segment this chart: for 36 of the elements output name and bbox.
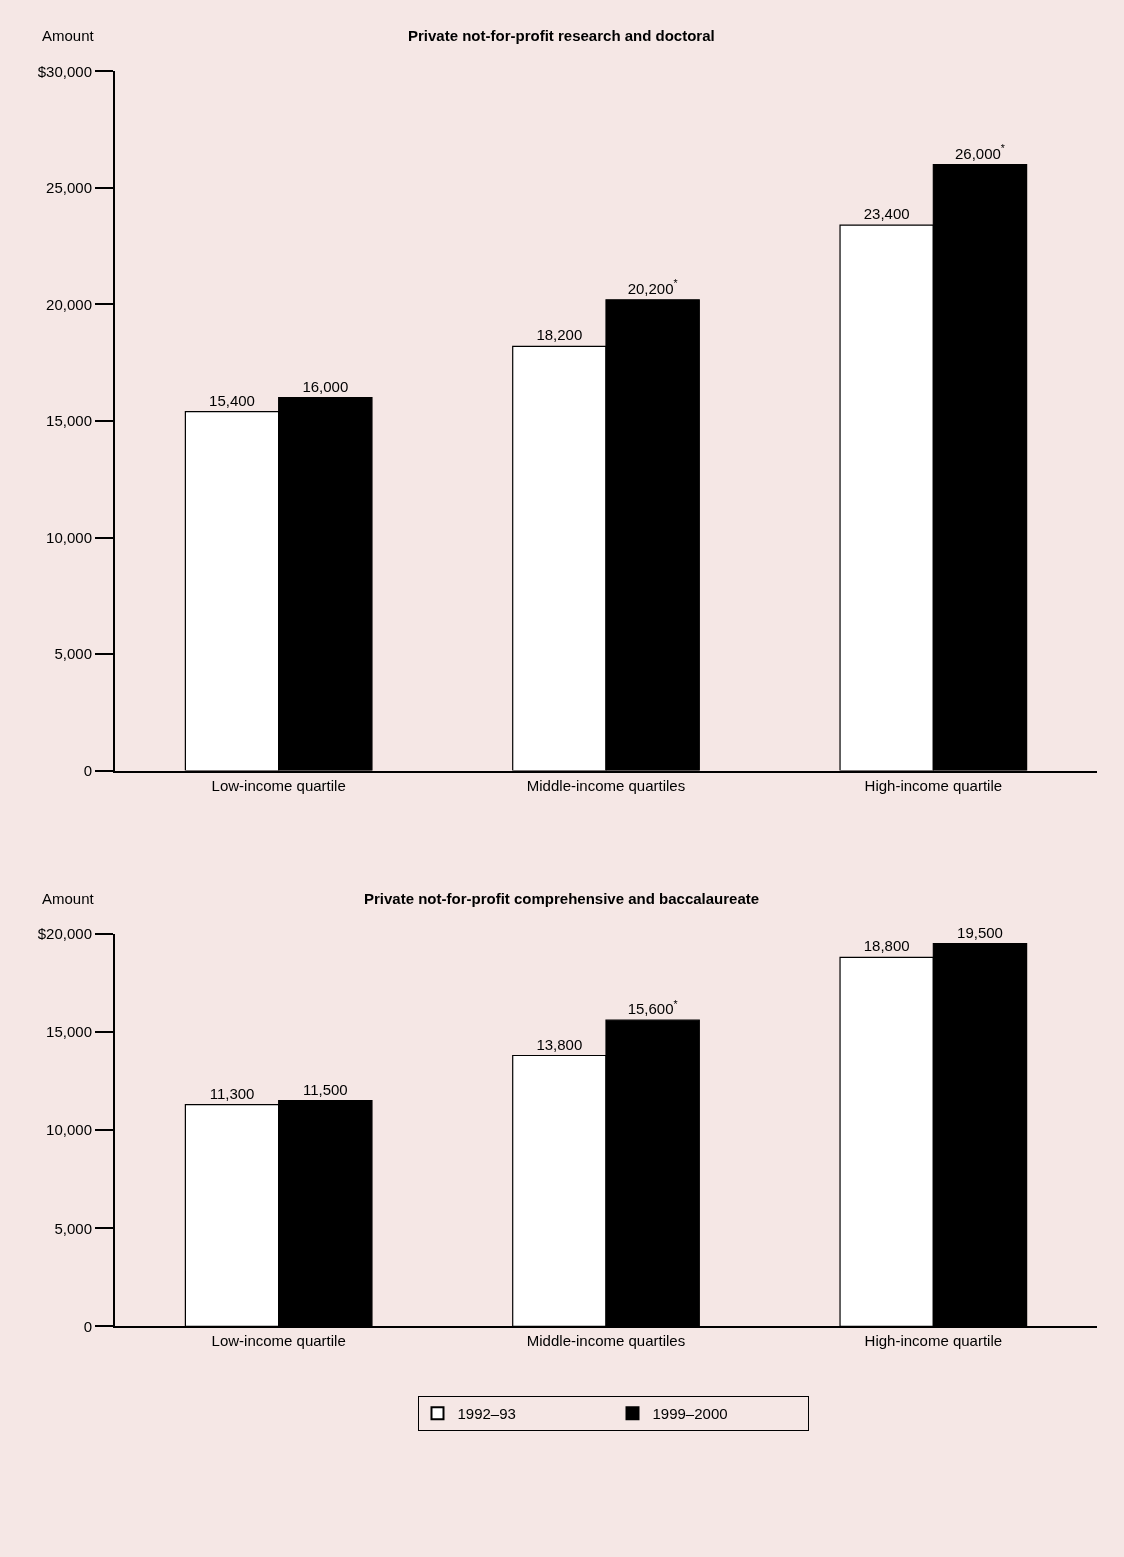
y-tick-label: 25,000 <box>46 179 92 197</box>
y-tick-label: $30,000 <box>37 62 92 80</box>
x-tick-label: Low-income quartile <box>211 776 346 794</box>
chart-title: Private not-for-profit comprehensive and baccalaureate <box>364 890 760 907</box>
data-label: 23,400 <box>863 205 910 223</box>
data-label: 16,000 <box>302 377 349 395</box>
data-label: 15,600$^{*}$ <box>627 997 678 1018</box>
y-tick-label: 15,000 <box>46 412 92 430</box>
x-tick-label: High-income quartile <box>864 776 1003 794</box>
data-label: 18,200 <box>536 326 583 344</box>
data-label: 20,200$^{*}$ <box>627 277 678 297</box>
data-label: 11,500 <box>302 1080 348 1098</box>
y-tick-label: $20,000 <box>37 925 92 943</box>
data-label: 11,300 <box>209 1084 255 1102</box>
x-tick-label: High-income quartile <box>864 1332 1003 1350</box>
y-tick-label: 5,000 <box>54 1219 92 1237</box>
y-tick-label: 20,000 <box>46 295 92 313</box>
y-axis-title: Amount <box>42 27 95 44</box>
legend-label: 1999–2000 <box>652 1405 728 1423</box>
data-label: 13,800 <box>536 1035 583 1053</box>
data-label: 18,800 <box>863 937 910 955</box>
y-tick-label: 5,000 <box>54 645 92 663</box>
y-tick-label: 10,000 <box>46 528 92 546</box>
data-label: 15,400 <box>209 391 255 409</box>
y-tick-label: 0 <box>83 761 92 779</box>
data-label: 26,000$^{*}$ <box>954 142 1005 162</box>
x-tick-label: Middle-income quartiles <box>526 1332 686 1350</box>
y-tick-label: 10,000 <box>46 1121 92 1139</box>
x-tick-label: Middle-income quartiles <box>526 776 686 794</box>
x-tick-label: Low-income quartile <box>211 1332 346 1350</box>
data-label: 19,500 <box>957 923 1003 941</box>
y-axis-title: Amount <box>42 890 95 907</box>
y-tick-label: 15,000 <box>46 1023 92 1041</box>
chart-title: Private not-for-profit research and doctoral <box>408 27 715 44</box>
y-tick-label: 0 <box>83 1317 92 1335</box>
legend-label: 1992–93 <box>457 1405 516 1423</box>
